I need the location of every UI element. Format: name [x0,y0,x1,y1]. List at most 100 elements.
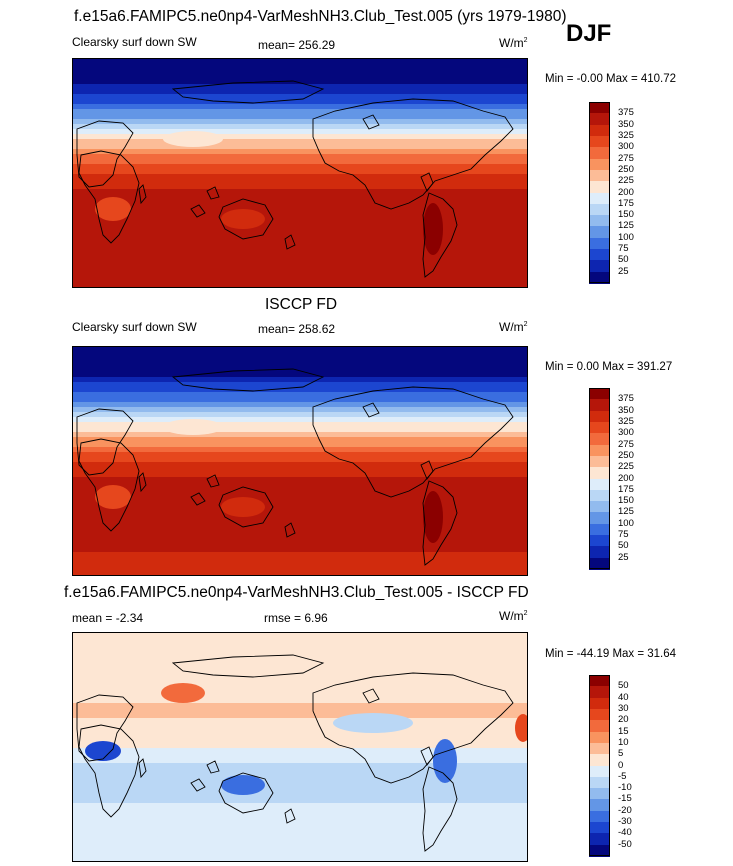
field-band [73,728,527,734]
coastline [218,486,274,528]
colorbar-tick-label: -50 [618,838,632,850]
field-band [73,377,527,383]
colorbar-tick-label: 250 [618,449,634,461]
field-band [73,738,527,744]
colorbar-tick-label: 375 [618,393,634,405]
colorbar-swatch [589,102,610,114]
panel1-minmax: Min = -0.00 Max = 410.72 [545,73,677,85]
field-band [73,89,527,95]
field-band [73,79,527,85]
coastline [284,808,296,824]
coastline [171,368,325,392]
field-band [73,427,527,433]
field-patch [95,197,131,221]
panel2-map-svg [73,347,527,575]
colorbar-tick-label: 150 [618,209,634,221]
colorbar-swatch [589,742,610,755]
panel1-mean-label: mean= 256.29 [258,38,336,52]
field-band [73,114,527,120]
field-patch [85,741,121,761]
page-title: f.e15a6.FAMIPC5.ne0np4-VarMeshNH3.Club_T… [74,8,567,25]
field-band [73,129,527,135]
colorbar-tick-label: -40 [618,827,632,839]
field-band [73,753,527,759]
field-band [73,858,527,861]
field-band [73,653,527,659]
colorbar-swatch [589,215,610,227]
field-band [73,793,527,799]
field-band [73,733,527,739]
colorbar-swatch [589,181,610,193]
coastline [206,186,220,200]
panel3-rmse-label: rmse = 6.96 [264,611,328,625]
field-band [73,274,527,280]
field-band [73,773,527,779]
field-band [73,482,527,488]
field-band [73,407,527,413]
field-band [73,698,527,704]
colorbar-swatch [589,557,610,570]
colorbar-tick-label: 275 [618,152,634,164]
field-band [73,229,527,235]
colorbar-tick-label: 325 [618,415,634,427]
field-band [73,743,527,749]
field-band [73,204,527,210]
colorbar-swatch [589,731,610,744]
field-band [73,347,527,353]
field-band [73,813,527,819]
field-band [73,194,527,200]
colorbar-swatch [589,113,610,126]
field-band [73,492,527,498]
coastline [420,460,434,480]
coastline [420,172,434,192]
colorbar-tick-label: 30 [618,702,629,714]
coastline [284,522,296,538]
colorbar-swatch [589,788,610,800]
field-band [73,402,527,408]
field-band [73,99,527,105]
field-band [73,673,527,679]
field-band [73,59,527,65]
field-band [73,387,527,393]
colorbar-tick-label: 15 [618,725,629,737]
field-band [73,462,527,468]
field-band [73,688,527,694]
field-band [73,452,527,458]
colorbar-swatch [589,147,610,160]
colorbar-tick-label: 175 [618,197,634,209]
field-band [73,552,527,558]
coastline [312,386,514,498]
field-band [73,517,527,523]
coastline [422,766,458,852]
coastline [420,746,434,766]
colorbar-swatch [589,158,610,171]
colorbar-tick-label: 350 [618,404,634,416]
field-band [73,663,527,669]
field-band [73,557,527,563]
colorbar-swatch [589,546,610,559]
colorbar-swatch [589,833,610,846]
field-band [73,572,527,575]
field-band [73,833,527,839]
colorbar-swatch [589,523,610,536]
field-band [73,668,527,674]
field-band [73,104,527,110]
field-band [73,507,527,513]
field-band [73,808,527,814]
field-band [73,477,527,483]
colorbar-swatch [589,388,610,400]
colorbar-swatch [589,675,610,687]
coastline [206,760,220,774]
field-band [73,843,527,849]
field-band [73,487,527,493]
field-band [73,417,527,423]
colorbar-swatch [589,226,610,239]
field-patch [221,775,265,795]
field-patch [163,131,223,147]
colorbar-swatch [589,535,610,547]
field-band [73,357,527,363]
colorbar-tick-label: 40 [618,691,629,703]
field-band [73,284,527,287]
colorbar-swatch [589,686,610,699]
colorbar-swatch [589,249,610,261]
